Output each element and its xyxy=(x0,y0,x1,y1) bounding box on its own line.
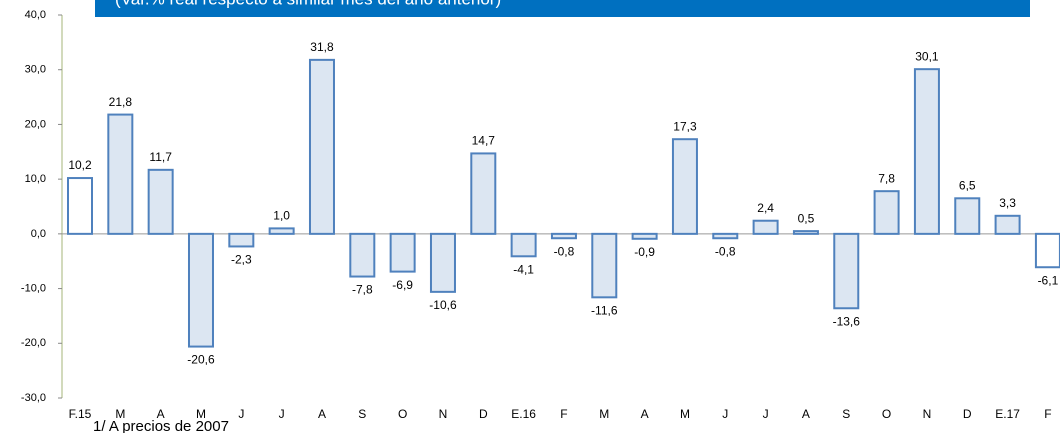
x-tick-label: S xyxy=(358,407,366,421)
bar xyxy=(550,232,577,240)
bar xyxy=(349,232,376,278)
value-label: -4,1 xyxy=(513,262,534,276)
x-tick-label: A xyxy=(641,407,649,421)
bar xyxy=(187,232,214,348)
value-label: -11,6 xyxy=(591,303,618,317)
x-tick-label: E.16 xyxy=(511,407,536,421)
x-tick-label: A xyxy=(157,407,165,421)
x-tick-label: S xyxy=(842,407,850,421)
bar xyxy=(591,232,618,299)
x-tick-label: N xyxy=(923,407,932,421)
bar xyxy=(228,232,255,248)
bar xyxy=(107,113,134,235)
y-tick-label: -30,0 xyxy=(21,392,46,404)
x-tick-label: D xyxy=(963,407,972,421)
y-tick-label: -20,0 xyxy=(21,337,46,349)
value-label: 2,4 xyxy=(757,201,774,215)
value-label: 31,8 xyxy=(310,40,334,54)
value-label: 10,2 xyxy=(68,158,92,172)
x-tick-label: J xyxy=(722,407,728,421)
x-tick-label: M xyxy=(599,407,609,421)
value-label: 0,5 xyxy=(798,211,815,225)
x-tick-label: A xyxy=(318,407,326,421)
bar xyxy=(712,232,739,240)
y-tick-label: 40,0 xyxy=(25,9,46,21)
footnote: 1/ A precios de 2007 xyxy=(93,418,229,433)
value-label: -0,8 xyxy=(715,244,736,258)
y-tick-label: 20,0 xyxy=(25,118,46,130)
value-label: -20,6 xyxy=(187,353,215,367)
x-tick-label: M xyxy=(115,407,125,421)
y-tick-label: 10,0 xyxy=(25,173,46,185)
bar xyxy=(913,68,940,235)
bar xyxy=(792,230,819,235)
x-tick-label: F xyxy=(1044,407,1051,421)
bar xyxy=(752,219,779,235)
bar xyxy=(1034,232,1060,269)
y-tick-label: 0,0 xyxy=(31,228,46,240)
bar xyxy=(147,168,174,235)
y-tick-label: 30,0 xyxy=(25,64,46,76)
value-label: -7,8 xyxy=(352,283,373,297)
bar xyxy=(994,214,1021,235)
value-label: 7,8 xyxy=(878,171,895,185)
x-tick-label: J xyxy=(763,407,769,421)
value-label: 14,7 xyxy=(472,134,496,148)
bar xyxy=(268,227,295,235)
bar xyxy=(67,177,93,235)
bar xyxy=(510,232,537,258)
chart-subtitle: (Var.% real respecto a similar mes del a… xyxy=(115,0,501,8)
value-label: -0,9 xyxy=(634,245,655,259)
bar xyxy=(833,232,860,310)
x-tick-label: A xyxy=(802,407,810,421)
value-label: 30,1 xyxy=(915,49,939,63)
value-label: 6,5 xyxy=(959,178,976,192)
value-label: -0,8 xyxy=(554,244,575,258)
x-tick-label: D xyxy=(479,407,488,421)
value-label: 1,0 xyxy=(273,209,290,223)
bar xyxy=(308,58,335,235)
value-label: 21,8 xyxy=(109,95,133,109)
bar xyxy=(954,197,981,235)
x-tick-label: J xyxy=(279,407,285,421)
y-tick-label: -10,0 xyxy=(21,282,46,294)
bar xyxy=(389,232,416,273)
value-label: -2,3 xyxy=(231,253,252,267)
x-tick-label: E.17 xyxy=(995,407,1020,421)
bar xyxy=(873,190,900,235)
banner xyxy=(95,0,1030,17)
x-tick-label: F.15 xyxy=(69,407,92,421)
x-tick-label: J xyxy=(238,407,244,421)
bar xyxy=(429,232,456,293)
x-tick-label: N xyxy=(439,407,448,421)
value-label: -6,9 xyxy=(392,278,413,292)
bar xyxy=(470,152,497,235)
value-label: 17,3 xyxy=(673,119,697,133)
value-label: 3,3 xyxy=(999,196,1016,210)
value-label: -6,1 xyxy=(1038,273,1059,287)
x-tick-label: M xyxy=(680,407,690,421)
bar xyxy=(631,232,658,240)
x-tick-label: M xyxy=(196,407,206,421)
value-label: -13,6 xyxy=(833,314,861,328)
x-tick-label: O xyxy=(398,407,407,421)
x-tick-label: F xyxy=(560,407,567,421)
bar xyxy=(671,138,698,235)
value-label: 11,7 xyxy=(149,150,172,164)
value-label: -10,6 xyxy=(429,298,457,312)
x-tick-label: O xyxy=(882,407,891,421)
